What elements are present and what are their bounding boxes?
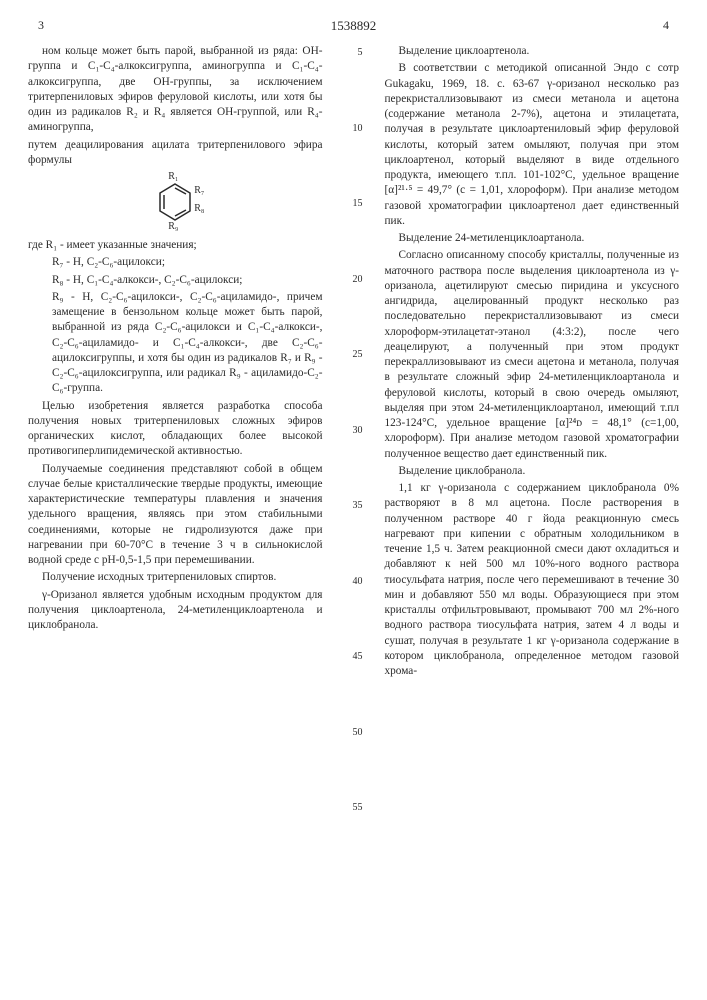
formula-label: R₁ <box>168 170 178 184</box>
body-text: R₇ - H, C₂-C₆-ацилокси; <box>28 255 323 270</box>
line-number: 5 <box>345 46 363 60</box>
body-text: γ-Оризанол является удобным исходным про… <box>28 588 323 634</box>
body-text: где R₁ - имеет указанные значения; <box>28 238 323 253</box>
line-number: 20 <box>345 273 363 287</box>
line-number: 40 <box>345 575 363 589</box>
body-text: Целью изобретения является разработка сп… <box>28 399 323 460</box>
header-row: 3 1538892 4 <box>28 18 679 34</box>
formula-label: R₉ <box>168 220 178 234</box>
line-number: 15 <box>345 197 363 211</box>
body-text: 1,1 кг γ-оризанола с содержанием циклобр… <box>385 481 680 679</box>
content-columns: ном кольце может быть парой, выбранной и… <box>28 44 679 877</box>
benzene-ring-icon <box>158 182 192 222</box>
body-text: Выделение циклоартенола. <box>385 44 680 59</box>
line-number: 50 <box>345 726 363 740</box>
chemical-formula: R₁ R₇ R₈ R₉ <box>130 174 220 232</box>
body-text: Получаемые соединения представляют собой… <box>28 462 323 569</box>
page-container: 3 1538892 4 ном кольце может быть парой,… <box>0 0 707 897</box>
line-number: 25 <box>345 348 363 362</box>
body-text: В соответствии с методикой описанной Энд… <box>385 61 680 229</box>
line-number: 45 <box>345 650 363 664</box>
body-text: Согласно описанному способу кристаллы, п… <box>385 248 680 462</box>
line-number: 55 <box>345 801 363 815</box>
page-number-right: 4 <box>663 18 669 34</box>
right-column: Выделение циклоартенола. В соответствии … <box>385 44 680 877</box>
definitions-block: где R₁ - имеет указанные значения; R₇ - … <box>28 238 323 397</box>
line-number: 35 <box>345 499 363 513</box>
line-number-gutter: 5 10 15 20 25 30 35 40 45 50 55 <box>345 44 363 877</box>
left-column: ном кольце может быть парой, выбранной и… <box>28 44 323 877</box>
body-text: ном кольце может быть парой, выбранной и… <box>28 44 323 136</box>
line-number: 30 <box>345 424 363 438</box>
body-text: Получение исходных тритерпениловых спирт… <box>28 570 323 585</box>
formula-label: R₈ <box>194 202 204 216</box>
formula-label: R₇ <box>194 184 204 198</box>
body-text: R₈ - H, C₁-C₄-алкокси-, C₂-C₆-ацилокси; <box>28 273 323 288</box>
body-text: путем деацилирования ацилата тритерпенил… <box>28 138 323 169</box>
body-text: Выделение 24-метиленциклоартанола. <box>385 231 680 246</box>
document-number: 1538892 <box>44 18 663 34</box>
body-text: R₉ - H, C₂-C₆-ацилокси-, C₂-C₆-ациламидо… <box>28 290 323 397</box>
body-text: Выделение циклобранола. <box>385 464 680 479</box>
line-number: 10 <box>345 122 363 136</box>
